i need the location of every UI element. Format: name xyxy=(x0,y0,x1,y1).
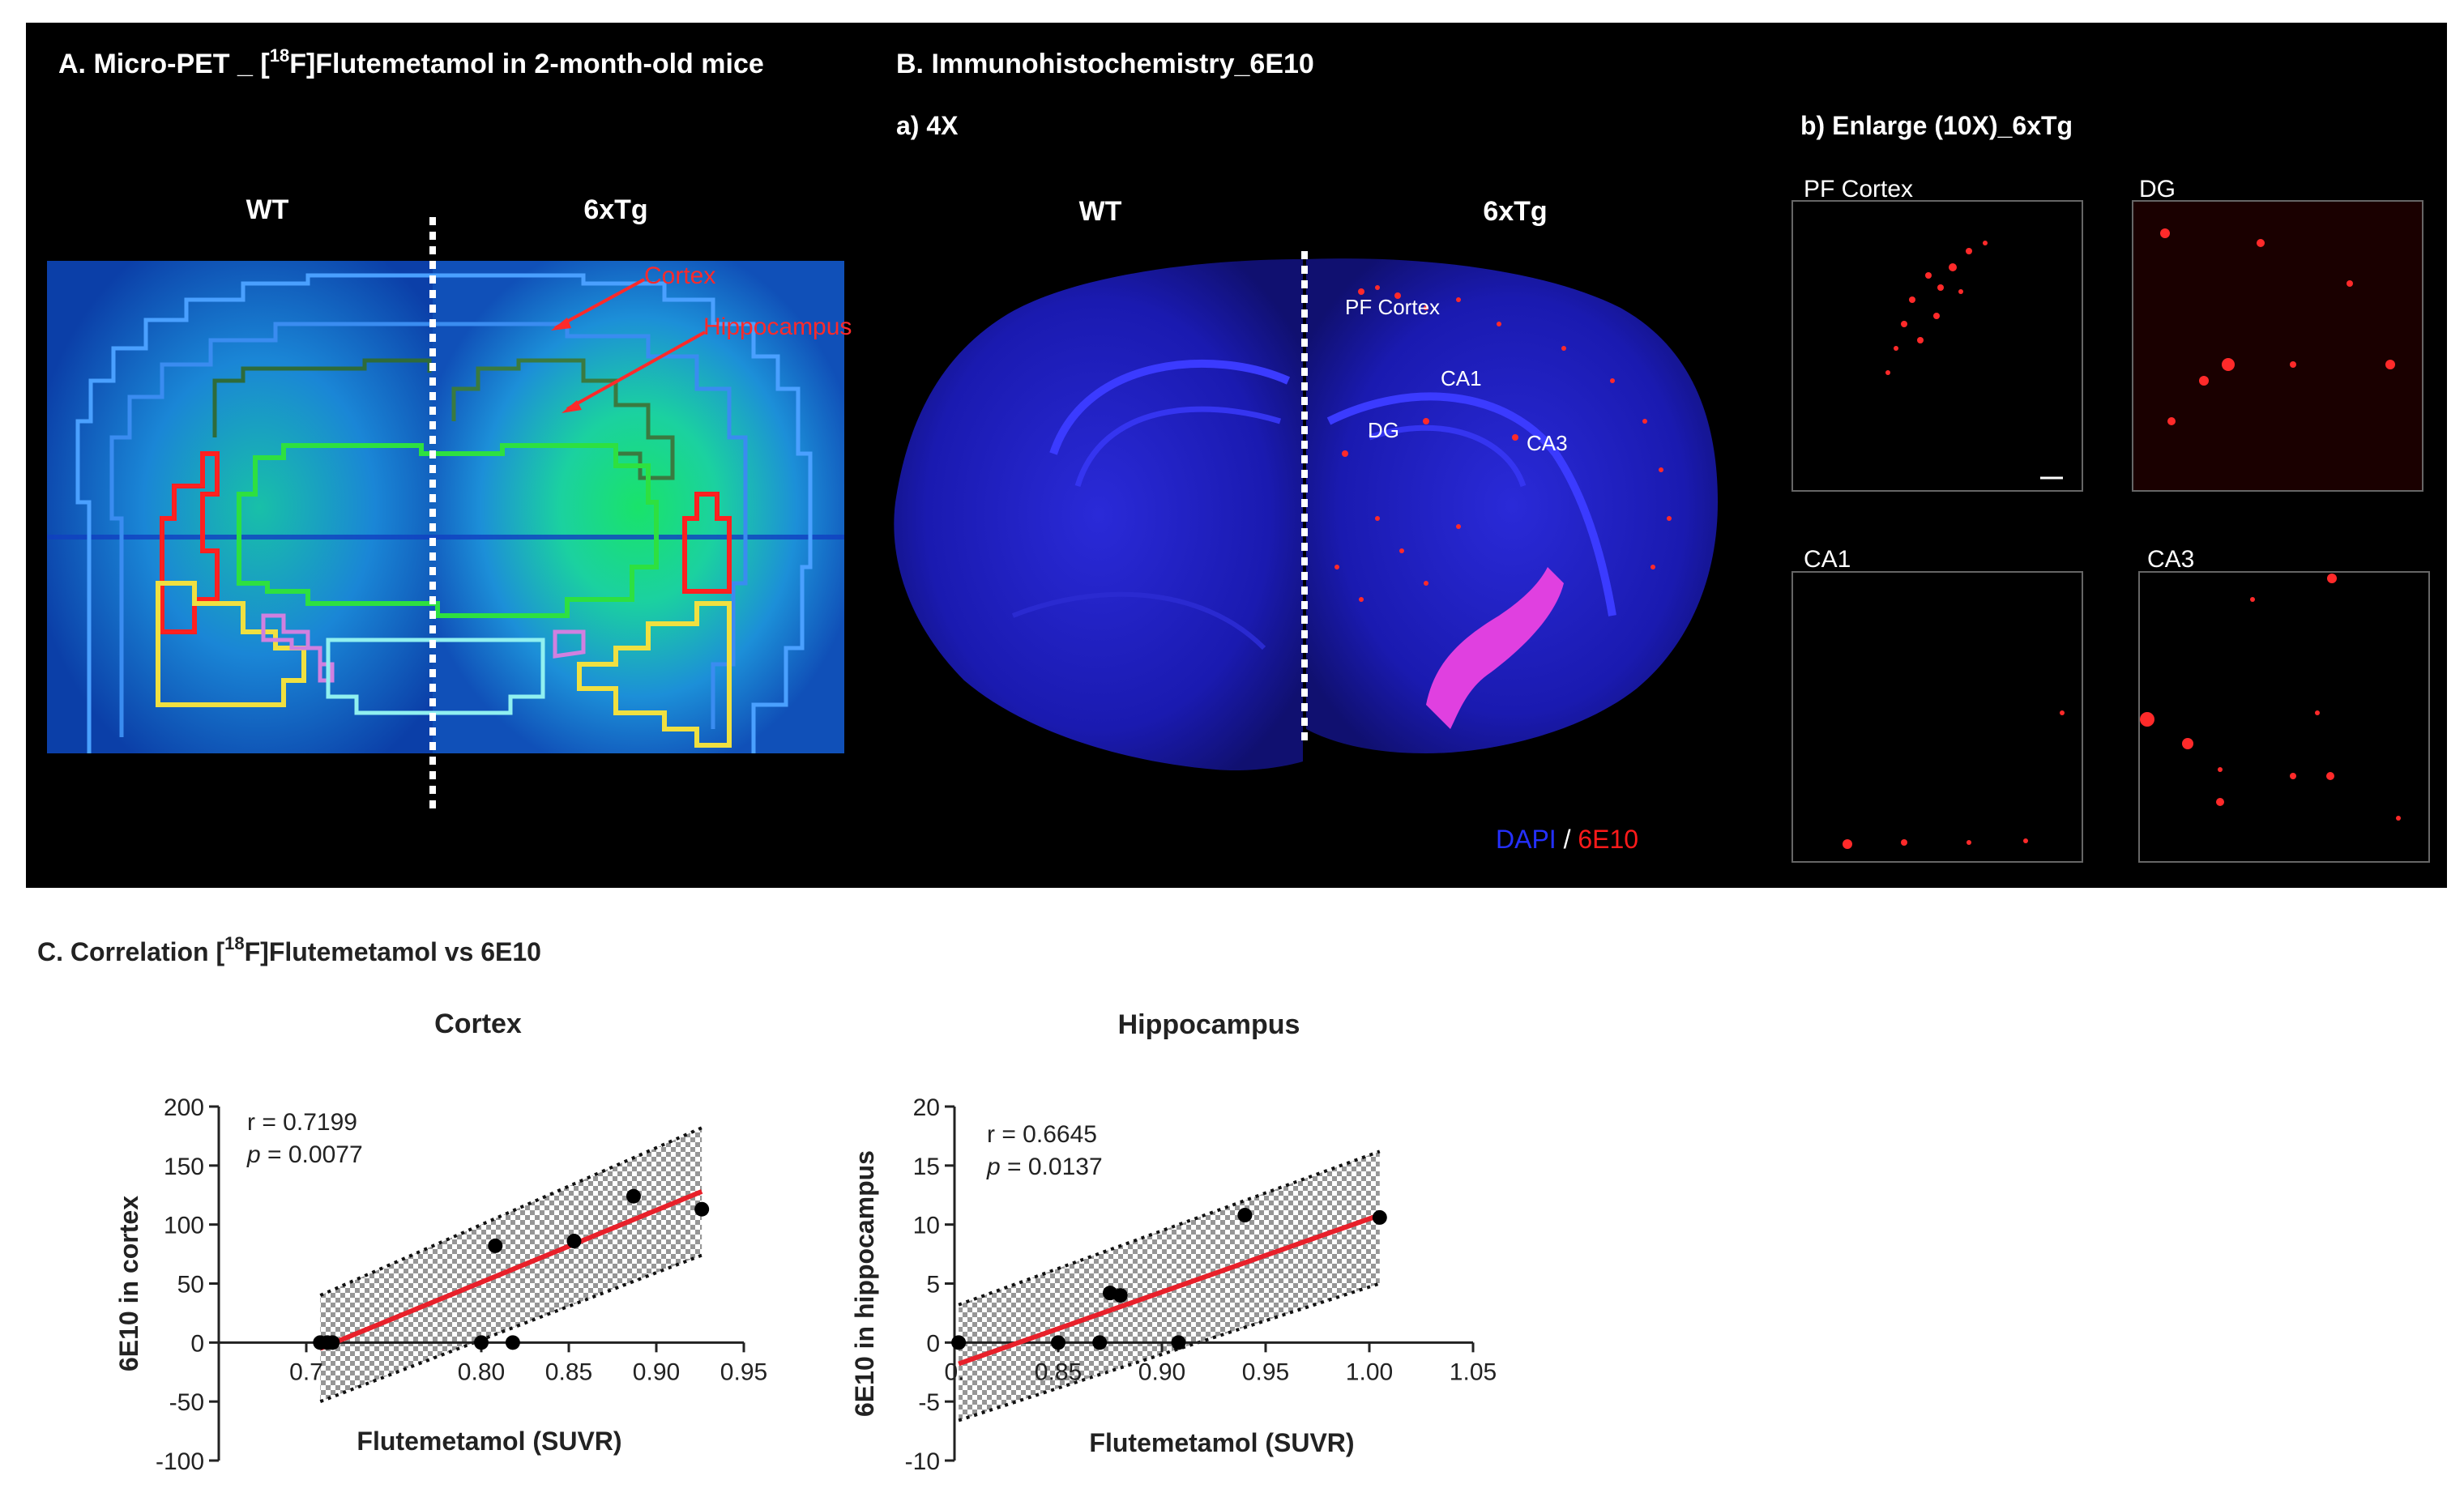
chart-cortex-point xyxy=(566,1234,582,1249)
panel-c-title: C. Correlation [18F]Flutemetamol vs 6E10 xyxy=(37,933,541,966)
chart-hippocampus-xtick-label: 0.90 xyxy=(1138,1358,1185,1385)
stain-separator: / xyxy=(1557,825,1578,854)
panel-c: C. Correlation [18F]Flutemetamol vs 6E10… xyxy=(37,933,1497,1475)
chart-cortex-ylabel: 6E10 in cortex xyxy=(114,1196,143,1371)
chart-hippocampus-xtick-label: 1.05 xyxy=(1450,1358,1497,1385)
chart-hippocampus-ci-upper xyxy=(958,1149,1381,1307)
panel-b-title: B. Immunohistochemistry_6E10 xyxy=(896,49,1314,79)
chart-hippocampus-xtick-label: 0.85 xyxy=(1035,1358,1082,1385)
chart-cortex-ci-band xyxy=(320,1128,702,1402)
stain-dapi: DAPI xyxy=(1496,825,1557,854)
chart-hippocampus-point xyxy=(951,1335,967,1350)
chart-cortex-xtick-label: 0.95 xyxy=(720,1358,767,1385)
inset-dg-label: DG xyxy=(2139,176,2176,203)
inset-pf-cortex: PF Cortex xyxy=(1791,176,2083,492)
chart-hippocampus-ylabel: 6E10 in hippocampus xyxy=(850,1150,879,1417)
chart-hippocampus-title: Hippocampus xyxy=(1118,1009,1300,1040)
chart-cortex-ytick-label: 0 xyxy=(190,1330,204,1357)
inset-pf-cortex-label: PF Cortex xyxy=(1804,176,1913,203)
chart-hippocampus-point xyxy=(1092,1335,1108,1350)
chart-hippocampus-ytick-label: -10 xyxy=(905,1448,940,1475)
chart-hippocampus-fit-line xyxy=(958,1213,1381,1367)
chart-cortex-ytick-label: -50 xyxy=(169,1389,204,1416)
chart-hippocampus-point xyxy=(1237,1208,1253,1223)
chart-cortex-ytick-label: 50 xyxy=(177,1272,204,1299)
panel-b-sub-a: a) 4X xyxy=(896,111,959,140)
chart-cortex-title: Cortex xyxy=(434,1009,522,1039)
chart-cortex-xlabel: Flutemetamol (SUVR) xyxy=(357,1427,621,1456)
hippocampus-arrow xyxy=(566,331,706,411)
chart-cortex-ytick-label: 200 xyxy=(164,1094,204,1121)
chart-cortex-ytick-label: 150 xyxy=(164,1154,204,1180)
chart-cortex-stat-r: r = 0.7199 xyxy=(247,1109,357,1136)
panel-a: A. Micro-PET _ [18F]Flutemetamol in 2-mo… xyxy=(47,45,852,810)
chart-hippocampus-ci-band xyxy=(959,1151,1380,1421)
cortex-arrow xyxy=(554,278,645,330)
inset-ca1: CA1 xyxy=(1791,546,2083,863)
inset-ca3: CA3 xyxy=(2138,546,2430,863)
chart-hippocampus-point xyxy=(1112,1288,1128,1303)
panel-b-sub-b: b) Enlarge (10X)_6xTg xyxy=(1800,111,2073,140)
chart-cortex-xtick-label: 0.7 xyxy=(289,1358,323,1385)
chart-cortex-point xyxy=(474,1335,489,1350)
chart-cortex-stat-p: p = 0.0077 xyxy=(246,1141,363,1168)
chart-hippocampus-xtick-label: 1.00 xyxy=(1346,1358,1393,1385)
cortex-arrow-head xyxy=(551,318,571,331)
inset-ca1-label: CA1 xyxy=(1804,546,1851,573)
panel-a-6xtg-label: 6xTg xyxy=(583,194,647,225)
chart-hippocampus-ytick-label: 20 xyxy=(913,1094,940,1121)
chart-hippocampus-point xyxy=(1372,1209,1387,1225)
hippocampus-arrow-head xyxy=(562,400,582,413)
hippocampus-annotation: Hippocampus xyxy=(703,313,852,340)
panel-b-wt-label: WT xyxy=(1079,196,1122,227)
inset-ca3-label: CA3 xyxy=(2147,546,2194,573)
chart-cortex-point xyxy=(694,1201,710,1217)
panel-b-6xtg-label: 6xTg xyxy=(1483,196,1547,227)
brain-region-pf-cortex: PF Cortex xyxy=(1345,295,1440,319)
chart-cortex-xtick-label: 0.80 xyxy=(458,1358,505,1385)
chart-cortex: Cortex -100 -50 0 50 100 150 200 0.7 0.80 0.85 0.90… xyxy=(114,1009,767,1475)
chart-cortex-xtick-label: 0.85 xyxy=(545,1358,592,1385)
inset-dg: DG xyxy=(2132,176,2423,492)
chart-cortex-point xyxy=(505,1335,520,1350)
pet-image xyxy=(47,217,844,810)
chart-cortex-ci-lower xyxy=(319,1253,702,1404)
chart-cortex-point xyxy=(488,1238,503,1253)
panel-a-wt-label: WT xyxy=(246,194,289,225)
brain-region-ca1: CA1 xyxy=(1441,366,1482,390)
chart-hippocampus-ytick-label: 10 xyxy=(913,1213,940,1239)
ihc-brain-section xyxy=(894,251,1718,771)
chart-cortex-ytick-label: -100 xyxy=(156,1448,204,1475)
chart-hippocampus-stat-p: p = 0.0137 xyxy=(986,1154,1103,1180)
brain-region-ca3: CA3 xyxy=(1527,431,1568,455)
chart-hippocampus-point xyxy=(1171,1335,1186,1350)
chart-hippocampus-ci-lower xyxy=(958,1282,1381,1422)
panel-b: B. Immunohistochemistry_6E10 a) 4X b) En… xyxy=(894,49,2430,863)
chart-cortex-point xyxy=(626,1188,641,1204)
stain-6e10: 6E10 xyxy=(1578,825,1638,854)
panel-a-title: A. Micro-PET _ [18F]Flutemetamol in 2-mo… xyxy=(58,45,764,79)
brain-region-dg: DG xyxy=(1368,418,1399,442)
chart-cortex-fit-line xyxy=(319,1189,703,1351)
chart-hippocampus-ytick-label: 5 xyxy=(926,1272,940,1299)
stain-legend: DAPI / 6E10 xyxy=(1496,825,1638,854)
cortex-annotation: Cortex xyxy=(644,262,715,289)
chart-cortex-point xyxy=(325,1335,340,1350)
chart-hippocampus-point xyxy=(1051,1335,1065,1350)
chart-hippocampus-stat-r: r = 0.6645 xyxy=(987,1121,1097,1148)
chart-hippocampus-ytick-label: 15 xyxy=(913,1154,940,1180)
chart-hippocampus-xlabel: Flutemetamol (SUVR) xyxy=(1089,1428,1354,1457)
chart-cortex-xtick-label: 0.90 xyxy=(633,1358,680,1385)
chart-cortex-ytick-label: 100 xyxy=(164,1213,204,1239)
chart-hippocampus-ytick-label: 0 xyxy=(926,1330,940,1357)
chart-hippocampus-xtick-label: 0.95 xyxy=(1242,1358,1289,1385)
chart-hippocampus-ytick-label: -5 xyxy=(918,1389,940,1416)
